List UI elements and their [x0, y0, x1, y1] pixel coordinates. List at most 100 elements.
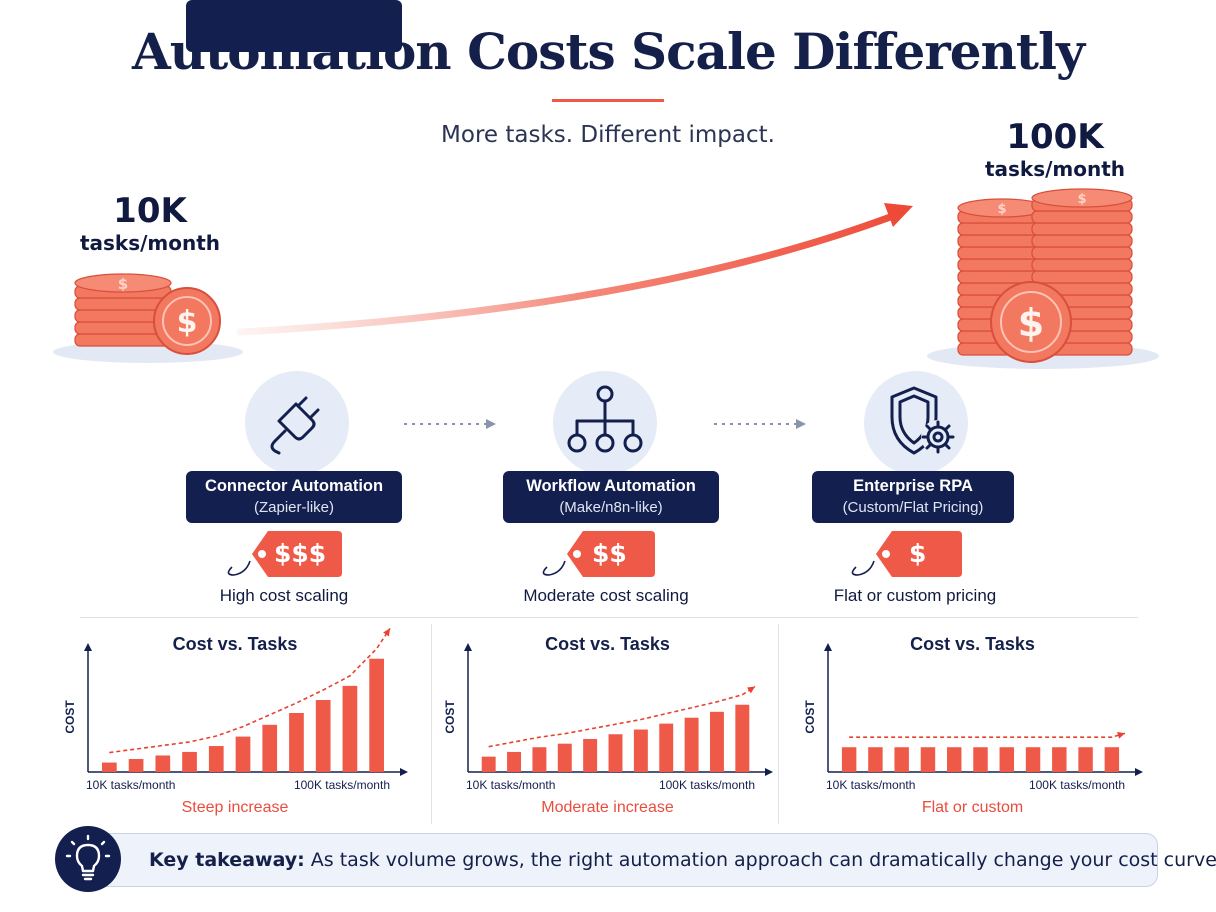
tier-subtitle: (Zapier-like) — [253, 499, 334, 516]
chart-bar — [868, 747, 883, 772]
low-volume-label: 10K tasks/month — [70, 192, 230, 256]
chart-workflow: Cost vs. Tasks COST 10K tasks/month 100K t… — [440, 624, 775, 824]
chart-bar — [608, 734, 623, 772]
tier-name: Connector Automation — [204, 477, 384, 495]
chart-bar — [894, 747, 909, 772]
flow-arrow-2-icon — [714, 419, 806, 429]
high-volume-unit: tasks/month — [984, 157, 1126, 181]
chart-bar — [369, 658, 384, 772]
svg-text:$: $ — [177, 305, 198, 340]
trend-line — [849, 732, 1126, 739]
chart-bar — [1104, 747, 1120, 772]
tier-description-connector: High cost scaling — [219, 586, 349, 605]
x-tick-label: 100K tasks/month — [1029, 778, 1125, 792]
chart-caption: Moderate increase — [541, 799, 674, 816]
chart-connector: Cost vs. Tasks COST 10K tasks/month 100K t… — [60, 624, 410, 824]
chart-bar — [102, 762, 117, 772]
x-tick-label: 100K tasks/month — [294, 778, 390, 792]
chart-bar — [973, 747, 988, 772]
price-tag-moderate: $$ — [537, 531, 657, 577]
low-volume-number: 10K — [113, 191, 187, 231]
x-axis-arrowhead — [1135, 768, 1143, 776]
trend-arrowhead — [1117, 731, 1125, 739]
y-axis-arrowhead — [824, 643, 832, 651]
tier-subtitle: (Custom/Flat Pricing) — [842, 499, 984, 516]
chart-divider — [431, 624, 432, 824]
x-axis-arrowhead — [765, 768, 773, 776]
chart-bar — [1078, 747, 1093, 772]
high-volume-number: 100K — [1006, 117, 1104, 157]
chart-title: Cost vs. Tasks — [545, 634, 670, 654]
y-axis-label: COST — [63, 700, 77, 734]
y-axis-arrowhead — [84, 643, 92, 651]
growth-arrow-icon — [236, 203, 913, 336]
price-tag-label: $ — [909, 539, 927, 568]
tier-label-workflow: Workflow Automation (Make/n8n-like) — [503, 471, 719, 523]
svg-text:$: $ — [997, 202, 1006, 217]
chart-caption: Steep increase — [181, 799, 289, 816]
chart-bar — [1025, 747, 1041, 772]
svg-text:$: $ — [1077, 192, 1086, 207]
price-tag-flat: $ — [846, 531, 964, 577]
shield-gear-icon — [864, 371, 968, 475]
chart-bar — [709, 711, 724, 772]
y-axis-arrowhead — [464, 643, 472, 651]
tier-label-connector: Connector Automation (Zapier-like) — [186, 471, 402, 523]
section-divider — [80, 617, 1138, 618]
tier-subtitle: (Make/n8n-like) — [559, 499, 663, 516]
svg-text:$: $ — [118, 275, 128, 293]
x-tick-label: 10K tasks/month — [86, 778, 175, 792]
trend-line — [488, 685, 756, 748]
x-axis-arrowhead — [400, 768, 408, 776]
chart-bar — [507, 751, 522, 772]
chart-bar — [841, 747, 857, 772]
chart-bar — [659, 723, 674, 772]
plug-icon — [245, 371, 349, 475]
tier-label-connector — [186, 0, 402, 52]
chart-bar — [262, 724, 278, 772]
chart-bar — [947, 747, 962, 772]
chart-divider — [778, 624, 779, 824]
trend-arrowhead — [747, 686, 755, 694]
takeaway-text: Key takeaway: As task volume grows, the r… — [149, 849, 1216, 871]
x-tick-label: 100K tasks/month — [659, 778, 755, 792]
chart-caption: Flat or custom — [921, 799, 1024, 816]
chart-bar — [182, 751, 197, 772]
page-subtitle: More tasks. Different impact. — [441, 122, 775, 148]
chart-bar — [235, 736, 251, 772]
chart-bar — [735, 704, 750, 772]
chart-bar — [315, 700, 331, 772]
trend-line — [109, 627, 391, 754]
chart-bar — [342, 685, 358, 772]
y-axis-label: COST — [443, 700, 457, 734]
chart-bar — [128, 759, 144, 772]
trend-arrowhead — [383, 628, 390, 637]
chart-bar — [920, 747, 936, 772]
chart-bar — [583, 738, 598, 772]
chart-bar — [633, 729, 648, 772]
chart-title: Cost vs. Tasks — [910, 634, 1035, 654]
chart-bar — [1052, 747, 1067, 772]
price-tag-label: $$ — [592, 539, 627, 568]
chart-bar — [557, 743, 572, 772]
high-volume-label: 100K tasks/month — [975, 118, 1135, 182]
title-underline — [552, 99, 664, 102]
takeaway-box: Key takeaway: As task volume grows, the r… — [90, 833, 1216, 887]
chart-bar — [289, 713, 304, 772]
chart-bar — [684, 717, 699, 772]
lightbulb-icon — [55, 826, 121, 892]
tier-name: Workflow Automation — [526, 477, 696, 495]
x-tick-label: 10K tasks/month — [826, 778, 915, 792]
chart-workflow-plot: COST 10K tasks/month 100K tasks/month — [443, 643, 773, 792]
takeaway-lead: Key takeaway: — [149, 849, 305, 871]
svg-text:$: $ — [1018, 301, 1044, 345]
takeaway-body: As task volume grows, the right automati… — [310, 849, 1216, 871]
chart-title: Cost vs. Tasks — [172, 634, 298, 654]
large-coin-stack-icon: $ $ $ — [927, 188, 1159, 369]
chart-connector-plot: COST 10K tasks/month 100K tasks/month — [63, 627, 408, 792]
price-tag-high: $$$ — [222, 531, 344, 577]
x-tick-label: 10K tasks/month — [466, 778, 555, 792]
workflow-hierarchy-icon — [553, 371, 657, 475]
small-coin-stack-icon: $ $ — [53, 273, 243, 363]
chart-bar — [481, 756, 496, 772]
